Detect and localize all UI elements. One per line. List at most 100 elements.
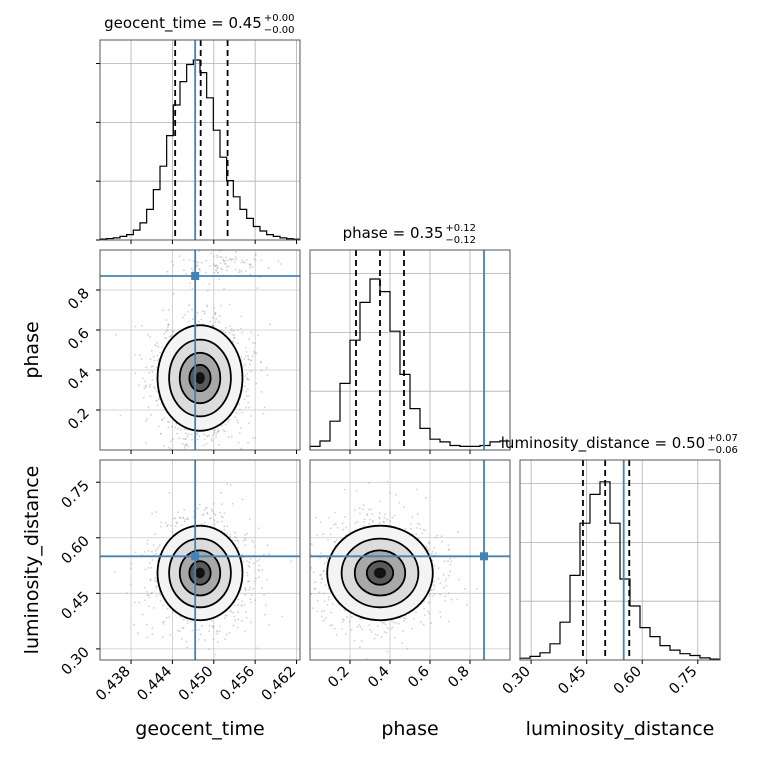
sample-dot xyxy=(227,259,229,262)
sample-dot xyxy=(232,258,235,261)
sample-dot xyxy=(176,432,179,435)
sample-dot xyxy=(216,630,218,632)
sample-dot xyxy=(159,593,162,596)
sample-dot xyxy=(125,592,128,594)
sample-dot xyxy=(373,637,376,640)
sample-dot xyxy=(225,533,228,535)
sample-dot xyxy=(433,546,436,549)
sample-dot xyxy=(351,615,353,618)
sample-dot xyxy=(191,287,194,290)
sample-dot xyxy=(145,384,147,387)
x-axis-label-luminosity_distance: luminosity_distance xyxy=(526,718,715,740)
sample-dot xyxy=(237,540,240,543)
sample-dot xyxy=(237,539,239,542)
sample-dot xyxy=(224,423,227,426)
sample-dot xyxy=(237,441,240,444)
sample-dot xyxy=(245,395,248,397)
sample-dot xyxy=(182,517,185,519)
sample-dot xyxy=(425,496,427,499)
sample-dot xyxy=(258,569,260,572)
sample-dot xyxy=(206,304,208,306)
sample-dot xyxy=(167,324,170,326)
sample-dot xyxy=(200,318,203,321)
density-contour xyxy=(195,567,205,579)
sample-dot xyxy=(431,550,434,553)
sample-dot xyxy=(192,516,195,518)
sample-dot xyxy=(395,493,398,496)
sample-dot xyxy=(253,580,256,583)
sample-dot xyxy=(447,544,450,546)
sample-dot xyxy=(209,320,212,323)
sample-dot xyxy=(356,520,359,523)
sample-dot xyxy=(206,305,209,308)
sample-dot xyxy=(231,333,234,336)
sample-dot xyxy=(341,628,344,630)
sample-dot xyxy=(139,354,141,357)
sample-dot xyxy=(378,512,381,515)
sample-dot xyxy=(219,456,221,458)
sample-dot xyxy=(245,259,248,261)
sample-dot xyxy=(181,638,183,640)
sample-dot xyxy=(153,607,155,609)
sample-dot xyxy=(234,261,236,263)
sample-dot xyxy=(368,482,370,484)
sample-dot xyxy=(370,631,373,633)
sample-dot xyxy=(426,546,428,548)
sample-dot xyxy=(187,445,189,448)
sample-dot xyxy=(170,260,173,263)
y-tick-label-phase: 0.8 xyxy=(65,286,93,314)
sample-dot xyxy=(264,604,267,607)
sample-dot xyxy=(369,518,371,521)
sample-dot xyxy=(151,627,154,630)
sample-dot xyxy=(163,445,165,447)
sample-dot xyxy=(186,435,189,438)
sample-dot xyxy=(216,265,219,268)
sample-dot xyxy=(202,444,205,447)
sample-dot xyxy=(228,453,230,455)
sample-dot xyxy=(155,580,158,583)
sample-dot xyxy=(201,624,203,627)
sample-dot xyxy=(198,320,200,323)
sample-dot xyxy=(158,398,160,400)
sample-dot xyxy=(313,588,316,590)
sample-dot xyxy=(422,623,425,626)
sample-dot xyxy=(316,599,319,602)
sample-dot xyxy=(433,585,436,588)
sample-dot xyxy=(421,532,424,535)
sample-dot xyxy=(207,434,210,437)
sample-dot xyxy=(154,577,157,579)
histogram-panel-geocent_time: geocent_time = 0.45 +0.00−0.00 xyxy=(96,13,301,244)
sample-dot xyxy=(165,463,167,465)
sample-dot xyxy=(246,571,249,574)
truth-marker xyxy=(191,272,200,280)
sample-dot xyxy=(252,562,255,565)
sample-dot xyxy=(344,633,347,635)
sample-dot xyxy=(219,255,222,258)
sample-dot xyxy=(308,553,310,555)
sample-dot xyxy=(115,334,118,336)
sample-dot xyxy=(246,560,248,562)
sample-dot xyxy=(250,601,253,604)
sample-dot xyxy=(361,640,363,643)
sample-dot xyxy=(246,377,249,380)
sample-dot xyxy=(181,627,184,630)
sample-dot xyxy=(134,325,137,328)
panel-frame xyxy=(99,459,301,661)
sample-dot xyxy=(392,621,395,624)
sample-dot xyxy=(444,580,447,582)
sample-dot xyxy=(221,516,224,519)
sample-dot xyxy=(321,578,324,580)
sample-dot xyxy=(219,625,221,627)
sample-dot xyxy=(214,312,217,315)
sample-dot xyxy=(153,359,156,362)
sample-dot xyxy=(431,595,434,597)
sample-dot xyxy=(180,428,182,431)
sample-dot xyxy=(244,544,247,547)
sample-dot xyxy=(223,528,226,531)
sample-dot xyxy=(140,325,143,327)
sample-dot xyxy=(432,584,435,586)
sample-dot xyxy=(163,620,166,623)
histogram-phase xyxy=(309,278,511,450)
sample-dot xyxy=(390,619,393,622)
